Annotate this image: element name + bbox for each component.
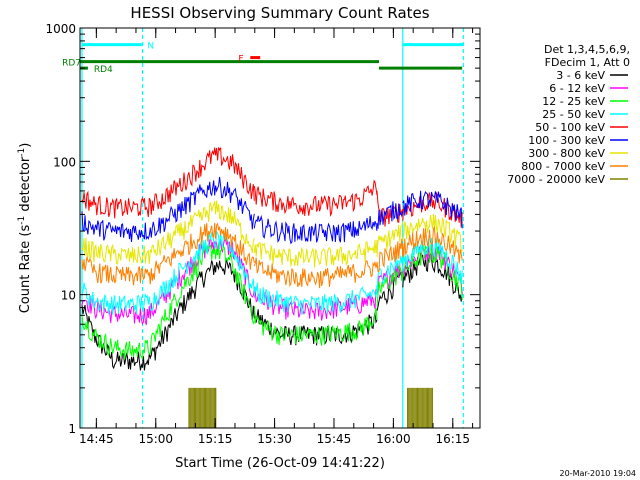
flag-label: F xyxy=(238,55,243,65)
legend-header: Det 1,3,4,5,6,9, xyxy=(544,43,630,56)
legend-entry-label: 25 - 50 keV xyxy=(542,108,605,121)
flag-label: RD7 xyxy=(62,59,81,69)
series-line xyxy=(81,230,463,315)
y-tick-label: 100 xyxy=(53,155,76,169)
y-axis-label-mid: detector xyxy=(18,156,33,216)
y-axis-label-sup2: -1 xyxy=(17,148,27,157)
series-line xyxy=(81,176,463,245)
x-tick-label: 15:30 xyxy=(257,432,292,446)
series-line xyxy=(81,242,463,360)
legend-entry-label: 12 - 25 keV xyxy=(542,95,605,108)
y-axis-label-base: Count Rate (s xyxy=(18,225,33,314)
y-tick-label: 10 xyxy=(61,289,76,303)
x-axis-label: Start Time (26-Oct-09 14:41:22) xyxy=(175,456,385,471)
y-axis-label: Count Rate (s-1 detector-1) xyxy=(17,143,33,314)
legend: Det 1,3,4,5,6,9,FDecim 1, Att 03 - 6 keV… xyxy=(507,43,630,186)
series-line xyxy=(81,147,463,228)
x-tick-label: 15:45 xyxy=(317,432,352,446)
legend-entry-label: 300 - 800 keV xyxy=(528,147,605,160)
x-tick-label: 15:15 xyxy=(198,432,233,446)
legend-entry-label: 6 - 12 keV xyxy=(549,82,605,95)
y-tick-label: 1 xyxy=(68,422,76,436)
series-line xyxy=(81,200,463,268)
y-axis-label-sup1: -1 xyxy=(17,216,27,225)
legend-entry-label: 800 - 7000 keV xyxy=(521,160,605,173)
series-line xyxy=(81,222,463,289)
flag-label: RD4 xyxy=(94,65,113,75)
x-tick-label: 15:00 xyxy=(138,432,173,446)
series-7000-20000kev xyxy=(188,387,433,428)
flag-label: N xyxy=(147,42,154,52)
timestamp: 20-Mar-2010 19:04 xyxy=(560,469,637,478)
y-tick-label: 1000 xyxy=(45,22,76,36)
x-tick-label: 14:45 xyxy=(79,432,114,446)
y-axis-label-end: ) xyxy=(18,143,33,148)
plot-frame xyxy=(79,27,481,429)
legend-entry-label: 50 - 100 keV xyxy=(535,121,605,134)
legend-entry-label: 100 - 300 keV xyxy=(528,134,605,147)
legend-entry-label: 7000 - 20000 keV xyxy=(507,173,605,186)
series-line xyxy=(81,253,463,371)
x-tick-label: 16:00 xyxy=(376,432,411,446)
chart-title: HESSI Observing Summary Count Rates xyxy=(130,4,429,22)
x-tick-label: 16:15 xyxy=(435,432,470,446)
legend-entry-label: 3 - 6 keV xyxy=(556,69,605,82)
legend-header: FDecim 1, Att 0 xyxy=(545,56,630,69)
